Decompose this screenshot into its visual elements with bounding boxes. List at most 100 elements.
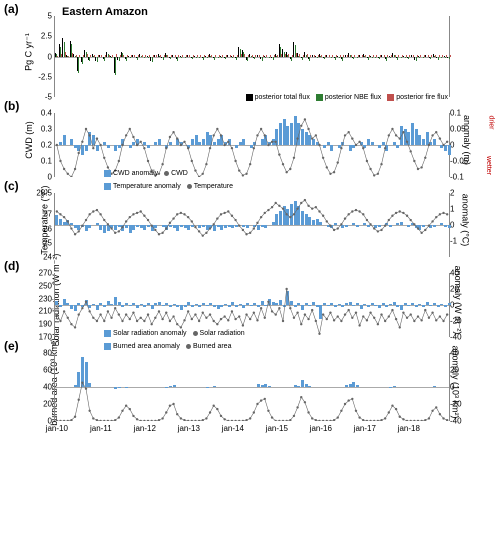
flux-bar — [420, 55, 421, 57]
flux-bar — [97, 57, 98, 63]
flux-bar — [416, 57, 417, 62]
legend-item: Temperature — [187, 183, 233, 190]
flux-bar — [126, 57, 127, 61]
panel-label: (d) — [4, 259, 19, 273]
y-tick-left: 2.5 — [34, 32, 52, 41]
flux-bar — [218, 57, 219, 59]
legend-label: Burned area — [193, 343, 232, 350]
legend-swatch — [316, 94, 323, 101]
flux-bar — [227, 55, 228, 57]
x-tick-label: jan-16 — [310, 424, 332, 433]
flux-bar — [368, 57, 369, 60]
legend: CWD anomaly CWD — [104, 170, 188, 177]
flux-bar — [357, 57, 358, 59]
y-tick-left: 80 — [34, 349, 52, 358]
flux-bar — [192, 57, 193, 59]
y-tick-left: 0.2 — [34, 141, 52, 150]
plot-area — [54, 273, 450, 337]
flux-bar — [390, 57, 391, 58]
flux-bar — [269, 57, 270, 59]
flux-bar — [257, 55, 258, 57]
flux-bar — [379, 57, 380, 59]
flux-bar — [154, 55, 155, 57]
legend-item: Solar radiation — [193, 330, 245, 337]
x-tick-label: jan-15 — [266, 424, 288, 433]
legend-swatch — [104, 330, 111, 337]
y-tick-right: 2 — [450, 189, 468, 198]
panel-e: (e)burned area (10³ km²)anomaly (10³ km²… — [4, 341, 496, 423]
legend-swatch — [104, 183, 111, 190]
flux-bar — [247, 57, 248, 62]
y-tick-left: 25 — [34, 238, 52, 247]
legend-swatch — [246, 94, 253, 101]
y-tick-right: -40 — [450, 417, 468, 426]
flux-bar — [335, 57, 336, 60]
x-tick-label: jan-10 — [46, 424, 68, 433]
legend-marker — [186, 344, 191, 349]
flux-bar — [163, 57, 164, 60]
y-tick-right: 0 — [450, 383, 468, 392]
panel-label: (a) — [4, 2, 19, 16]
flux-bar — [339, 57, 340, 58]
y-tick-left: -2.5 — [34, 72, 52, 81]
panel-c: (c)Temperature (°C)anomaly (°C)242526272… — [4, 181, 496, 259]
panel-a: (a)Eastern AmazonPg C yr⁻¹-5-2.502.55pos… — [4, 4, 496, 99]
flux-bar — [372, 57, 373, 58]
legend-label: Solar radiation anomaly — [113, 330, 187, 337]
legend-item: Temperature anomaly — [104, 183, 181, 190]
panel-label: (e) — [4, 339, 19, 353]
flux-bar — [386, 57, 387, 61]
flux-bar — [111, 57, 112, 58]
legend-item: posterior NBE flux — [316, 94, 381, 101]
flux-bar — [345, 55, 346, 57]
line-series — [55, 113, 449, 177]
flux-bar — [312, 55, 313, 57]
x-tick-label: jan-11 — [90, 424, 112, 433]
flux-bar — [408, 57, 409, 59]
flux-bar — [199, 57, 200, 59]
legend-label: Burned area anomaly — [113, 343, 180, 350]
y-tick-left: 250 — [34, 281, 52, 290]
legend: Solar radiation anomaly Solar radiation — [104, 330, 245, 337]
flux-bar — [225, 57, 226, 59]
flux-bar — [423, 57, 424, 59]
flux-bar — [197, 55, 198, 57]
flux-bar — [273, 57, 274, 60]
legend-swatch — [104, 170, 111, 177]
flux-bar — [215, 55, 216, 57]
y-tick-left: 60 — [34, 366, 52, 375]
y-tick-left: 27 — [34, 210, 52, 219]
y-tick-right: -20 — [450, 317, 468, 326]
y-tick-right: 40 — [450, 349, 468, 358]
flux-bar — [203, 57, 204, 60]
flux-bar — [196, 57, 197, 58]
plot-area — [54, 113, 450, 177]
y-tick-right: 20 — [450, 285, 468, 294]
flux-bar — [326, 55, 327, 57]
x-tick-label: jan-18 — [398, 424, 420, 433]
flux-bar — [132, 55, 133, 57]
legend-item: Burned area anomaly — [104, 343, 180, 350]
y-tick-left: 28.5 — [34, 189, 52, 198]
y-tick-right: 0 — [450, 141, 468, 150]
flux-bar — [236, 57, 237, 60]
legend-label: CWD anomaly — [113, 170, 158, 177]
flux-bar — [397, 57, 398, 60]
legend-label: Temperature — [194, 183, 233, 190]
legend-item: posterior total flux — [246, 94, 310, 101]
panel-b: (b)CWD (m)anomaly (m)00.10.20.30.4-0.1-0… — [4, 101, 496, 179]
plot-area: jan-10jan-11jan-12jan-13jan-14jan-15jan-… — [54, 353, 450, 421]
flux-bar — [137, 57, 138, 60]
y-tick-left: 5 — [34, 12, 52, 21]
legend-label: CWD — [171, 170, 188, 177]
legend-item: CWD anomaly — [104, 170, 158, 177]
flux-bar — [430, 57, 431, 59]
y-tick-left: 0.4 — [34, 109, 52, 118]
flux-bar — [148, 57, 149, 58]
flux-bar — [329, 55, 330, 57]
flux-bar — [89, 57, 90, 62]
flux-bar — [214, 57, 215, 60]
flux-bar — [221, 57, 222, 58]
flux-bar — [130, 57, 131, 58]
flux-bar — [438, 57, 439, 60]
